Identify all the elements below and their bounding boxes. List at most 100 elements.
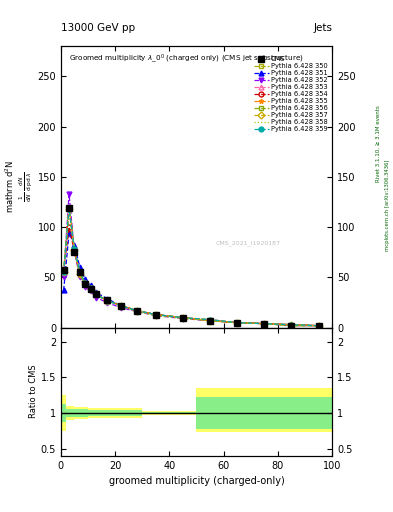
Pythia 6.428 356 bbox=[118, 303, 123, 309]
Pythia 6.428 358 bbox=[83, 282, 88, 288]
Pythia 6.428 357 bbox=[88, 286, 93, 292]
Pythia 6.428 351 bbox=[118, 303, 123, 309]
Pythia 6.428 354 bbox=[72, 248, 77, 254]
Pythia 6.428 351 bbox=[105, 295, 109, 302]
Pythia 6.428 351 bbox=[235, 319, 239, 326]
Pythia 6.428 357 bbox=[61, 269, 66, 275]
Pythia 6.428 351 bbox=[289, 322, 294, 328]
Pythia 6.428 357 bbox=[181, 314, 185, 321]
Pythia 6.428 356 bbox=[77, 269, 82, 275]
Pythia 6.428 355 bbox=[262, 321, 266, 327]
Pythia 6.428 357 bbox=[289, 322, 294, 328]
Pythia 6.428 352 bbox=[235, 319, 239, 326]
Pythia 6.428 357 bbox=[72, 247, 77, 253]
Pythia 6.428 352 bbox=[105, 300, 109, 306]
Pythia 6.428 353 bbox=[181, 314, 185, 321]
Pythia 6.428 352 bbox=[262, 321, 266, 327]
Pythia 6.428 350 bbox=[83, 283, 88, 289]
Pythia 6.428 357 bbox=[316, 323, 321, 329]
Pythia 6.428 351 bbox=[262, 321, 266, 327]
Pythia 6.428 356 bbox=[289, 323, 294, 329]
Pythia 6.428 358 bbox=[105, 297, 109, 304]
Pythia 6.428 359 bbox=[134, 308, 139, 314]
Pythia 6.428 352 bbox=[316, 323, 321, 329]
Pythia 6.428 354 bbox=[77, 270, 82, 276]
Pythia 6.428 354 bbox=[83, 281, 88, 287]
Pythia 6.428 352 bbox=[181, 315, 185, 322]
Pythia 6.428 350 bbox=[61, 269, 66, 275]
Pythia 6.428 353 bbox=[61, 269, 66, 275]
Pythia 6.428 359 bbox=[118, 303, 123, 309]
Pythia 6.428 359 bbox=[181, 314, 185, 321]
Line: Pythia 6.428 355: Pythia 6.428 355 bbox=[61, 205, 321, 328]
Pythia 6.428 356 bbox=[235, 319, 239, 326]
Pythia 6.428 359 bbox=[262, 321, 266, 327]
Line: Pythia 6.428 357: Pythia 6.428 357 bbox=[61, 206, 321, 328]
Pythia 6.428 354 bbox=[88, 285, 93, 291]
Pythia 6.428 353 bbox=[72, 246, 77, 252]
Pythia 6.428 357 bbox=[105, 297, 109, 304]
Pythia 6.428 352 bbox=[118, 305, 123, 311]
Pythia 6.428 357 bbox=[118, 303, 123, 309]
Pythia 6.428 350 bbox=[262, 321, 266, 327]
Pythia 6.428 353 bbox=[94, 291, 99, 297]
Pythia 6.428 358 bbox=[235, 319, 239, 326]
Pythia 6.428 352 bbox=[88, 288, 93, 294]
Pythia 6.428 350 bbox=[77, 272, 82, 279]
Pythia 6.428 358 bbox=[72, 247, 77, 253]
Text: 13000 GeV pp: 13000 GeV pp bbox=[61, 23, 135, 33]
Pythia 6.428 354 bbox=[316, 323, 321, 329]
Pythia 6.428 355 bbox=[181, 314, 185, 321]
Pythia 6.428 358 bbox=[289, 323, 294, 329]
Pythia 6.428 355 bbox=[88, 286, 93, 292]
Pythia 6.428 358 bbox=[134, 309, 139, 315]
Pythia 6.428 351 bbox=[94, 289, 99, 295]
Pythia 6.428 351 bbox=[181, 314, 185, 321]
Pythia 6.428 353 bbox=[77, 269, 82, 275]
Pythia 6.428 356 bbox=[153, 311, 158, 317]
Pythia 6.428 352 bbox=[208, 317, 212, 324]
Pythia 6.428 359 bbox=[235, 319, 239, 326]
Pythia 6.428 358 bbox=[181, 315, 185, 322]
X-axis label: groomed multiplicity (charged-only): groomed multiplicity (charged-only) bbox=[108, 476, 285, 486]
Pythia 6.428 352 bbox=[289, 323, 294, 329]
Pythia 6.428 358 bbox=[118, 303, 123, 309]
Pythia 6.428 350 bbox=[208, 317, 212, 324]
Pythia 6.428 353 bbox=[105, 297, 109, 304]
Pythia 6.428 358 bbox=[94, 292, 99, 298]
Text: Groomed multiplicity $\lambda\_0^0$ (charged only) (CMS jet substructure): Groomed multiplicity $\lambda\_0^0$ (cha… bbox=[69, 52, 304, 65]
Pythia 6.428 353 bbox=[262, 321, 266, 327]
Pythia 6.428 357 bbox=[235, 319, 239, 326]
Pythia 6.428 355 bbox=[235, 319, 239, 326]
Pythia 6.428 354 bbox=[61, 269, 66, 275]
Pythia 6.428 357 bbox=[67, 206, 72, 212]
Pythia 6.428 359 bbox=[94, 291, 99, 297]
Pythia 6.428 359 bbox=[289, 322, 294, 328]
Pythia 6.428 353 bbox=[118, 303, 123, 309]
Pythia 6.428 351 bbox=[208, 317, 212, 324]
Pythia 6.428 357 bbox=[77, 271, 82, 278]
Pythia 6.428 352 bbox=[134, 309, 139, 315]
Pythia 6.428 355 bbox=[208, 317, 212, 324]
Pythia 6.428 359 bbox=[77, 269, 82, 275]
Pythia 6.428 350 bbox=[289, 323, 294, 329]
Pythia 6.428 350 bbox=[72, 246, 77, 252]
Line: Pythia 6.428 358: Pythia 6.428 358 bbox=[64, 209, 319, 326]
Pythia 6.428 355 bbox=[67, 204, 72, 210]
Pythia 6.428 357 bbox=[83, 282, 88, 288]
Pythia 6.428 352 bbox=[83, 284, 88, 290]
Pythia 6.428 359 bbox=[72, 246, 77, 252]
Pythia 6.428 353 bbox=[208, 316, 212, 323]
Pythia 6.428 355 bbox=[94, 291, 99, 297]
Pythia 6.428 351 bbox=[67, 230, 72, 236]
Pythia 6.428 356 bbox=[134, 308, 139, 314]
Pythia 6.428 358 bbox=[153, 312, 158, 318]
Pythia 6.428 359 bbox=[88, 285, 93, 291]
Pythia 6.428 359 bbox=[67, 206, 72, 212]
Pythia 6.428 358 bbox=[61, 269, 66, 275]
Pythia 6.428 358 bbox=[88, 286, 93, 292]
Pythia 6.428 359 bbox=[208, 316, 212, 323]
Text: Rivet 3.1.10, ≥ 3.1M events: Rivet 3.1.10, ≥ 3.1M events bbox=[376, 105, 380, 182]
Pythia 6.428 355 bbox=[153, 311, 158, 317]
Pythia 6.428 352 bbox=[61, 274, 66, 281]
